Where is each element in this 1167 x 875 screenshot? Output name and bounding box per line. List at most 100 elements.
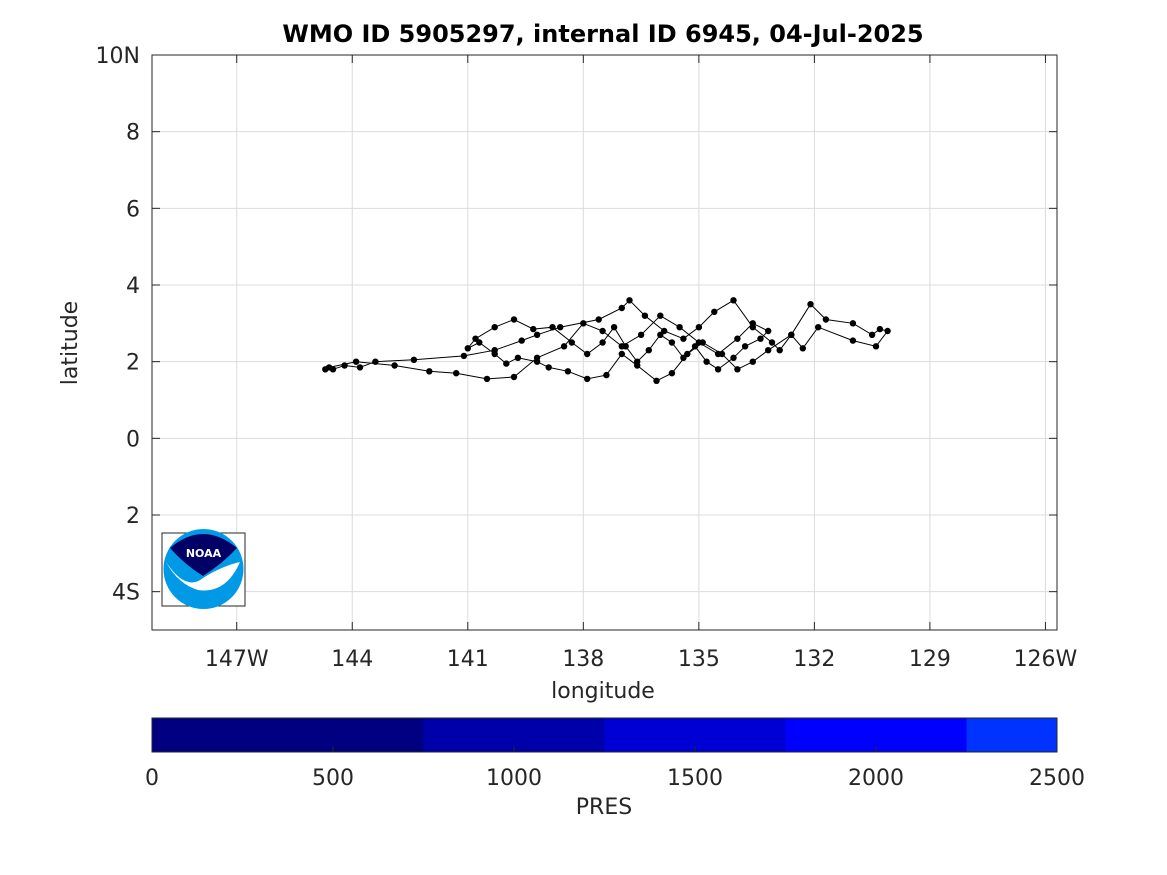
profile-point bbox=[734, 335, 741, 342]
profile-point bbox=[703, 358, 710, 365]
y-tick-label: 2 bbox=[126, 351, 140, 376]
profile-point bbox=[641, 312, 649, 319]
y-axis-ticks: 10N 8 6 4 2 0 2 4S bbox=[96, 44, 1057, 606]
profile-point bbox=[426, 368, 433, 375]
colorbar-tick-label: 1000 bbox=[486, 766, 542, 791]
profile-point bbox=[510, 373, 518, 381]
profile-point bbox=[560, 343, 568, 350]
profile-point bbox=[530, 325, 537, 333]
noaa-logo: NOAA bbox=[161, 529, 246, 609]
logo-gull-icon bbox=[166, 562, 240, 591]
colorbar-frame bbox=[151, 717, 1058, 753]
profile-point bbox=[849, 320, 857, 327]
profile-point bbox=[410, 356, 418, 363]
profile-point bbox=[680, 354, 687, 361]
profile-point bbox=[472, 335, 479, 342]
profile-point bbox=[549, 324, 556, 331]
profile-point bbox=[749, 320, 756, 327]
profile-point bbox=[741, 343, 749, 350]
profile-point bbox=[580, 320, 587, 327]
profile-point bbox=[356, 364, 364, 371]
profile-point bbox=[730, 297, 737, 304]
profile-point bbox=[533, 331, 541, 338]
profile-point bbox=[788, 331, 795, 338]
colorbar-band bbox=[152, 718, 424, 752]
profile-point bbox=[749, 358, 756, 365]
colorbar-tick-label: 0 bbox=[145, 766, 159, 791]
x-tick-label: 126W bbox=[1014, 647, 1078, 672]
profile-point bbox=[460, 352, 468, 360]
profile-point bbox=[884, 327, 891, 335]
profile-point bbox=[626, 297, 633, 304]
profile-point bbox=[768, 339, 776, 346]
plot-frame bbox=[151, 54, 1058, 631]
colorbar-band bbox=[966, 718, 1057, 752]
profile-point bbox=[714, 350, 722, 358]
profile-point bbox=[453, 370, 460, 377]
profile-point bbox=[645, 347, 652, 354]
profile-point bbox=[668, 370, 676, 377]
profile-point bbox=[657, 312, 664, 319]
profile-point bbox=[325, 364, 333, 371]
colorbar-ticks: 0 500 1000 1500 2000 2500 bbox=[145, 746, 1085, 791]
trajectory-line bbox=[325, 299, 889, 382]
profile-point bbox=[352, 358, 360, 365]
y-tick-label: 2 bbox=[126, 504, 140, 529]
profile-point bbox=[603, 371, 610, 379]
y-axis-label: latitude bbox=[58, 301, 83, 385]
profile-point bbox=[618, 350, 625, 358]
profile-point bbox=[610, 324, 618, 331]
profile-point bbox=[868, 331, 876, 338]
y-tick-label: 10N bbox=[96, 44, 140, 69]
logo-sky-icon bbox=[170, 534, 237, 576]
profile-point bbox=[618, 304, 625, 312]
y-tick-label: 4 bbox=[126, 274, 140, 299]
profile-point bbox=[668, 339, 676, 346]
profile-point bbox=[653, 377, 660, 384]
colorbar-label: PRES bbox=[576, 795, 632, 820]
profile-point bbox=[807, 301, 814, 308]
x-tick-label: 138 bbox=[562, 647, 604, 672]
chart-title: WMO ID 5905297, internal ID 6945, 04-Jul… bbox=[282, 20, 923, 48]
profile-point bbox=[618, 343, 625, 350]
profile-point bbox=[695, 324, 703, 331]
logo-text: NOAA bbox=[186, 547, 222, 560]
profile-point bbox=[695, 339, 703, 346]
colorbar-tick-label: 1500 bbox=[667, 766, 723, 791]
profile-point bbox=[730, 354, 737, 361]
profile-point bbox=[557, 324, 564, 331]
profile-point bbox=[849, 337, 857, 344]
profile-point bbox=[483, 375, 491, 383]
y-tick-label: 6 bbox=[126, 197, 140, 222]
profile-point bbox=[757, 335, 764, 342]
profile-point bbox=[822, 316, 830, 323]
profile-point bbox=[518, 337, 525, 344]
profile-point bbox=[765, 347, 772, 354]
profile-point bbox=[491, 324, 498, 331]
colorbar: 0 500 1000 1500 2000 2500 PRES bbox=[145, 717, 1085, 820]
plot-area: 147W 144 141 138 135 132 129 126W 10N 8 6 4 2 0 2 4S bbox=[96, 44, 1078, 672]
x-tick-label: 141 bbox=[447, 647, 489, 672]
profile-point bbox=[584, 375, 591, 383]
y-tick-label: 0 bbox=[126, 427, 140, 452]
profile-point bbox=[599, 327, 606, 335]
profile-point bbox=[876, 325, 884, 333]
profile-point bbox=[545, 364, 552, 371]
colorbar-tick-label: 2000 bbox=[848, 766, 904, 791]
profile-point bbox=[564, 368, 572, 375]
profile-point bbox=[872, 343, 880, 350]
colorbar-tick-label: 2500 bbox=[1029, 766, 1085, 791]
profile-point bbox=[514, 354, 522, 361]
x-tick-label: 132 bbox=[793, 647, 835, 672]
profile-point bbox=[714, 366, 722, 373]
profile-point bbox=[503, 360, 510, 367]
profile-point bbox=[657, 331, 664, 338]
profile-point bbox=[372, 358, 379, 365]
profile-point bbox=[510, 316, 518, 323]
x-tick-label: 144 bbox=[331, 647, 373, 672]
x-axis-ticks: 147W 144 141 138 135 132 129 126W bbox=[205, 55, 1078, 672]
x-tick-label: 147W bbox=[205, 647, 269, 672]
profile-point bbox=[711, 308, 718, 315]
colorbar-bands bbox=[152, 718, 1057, 752]
